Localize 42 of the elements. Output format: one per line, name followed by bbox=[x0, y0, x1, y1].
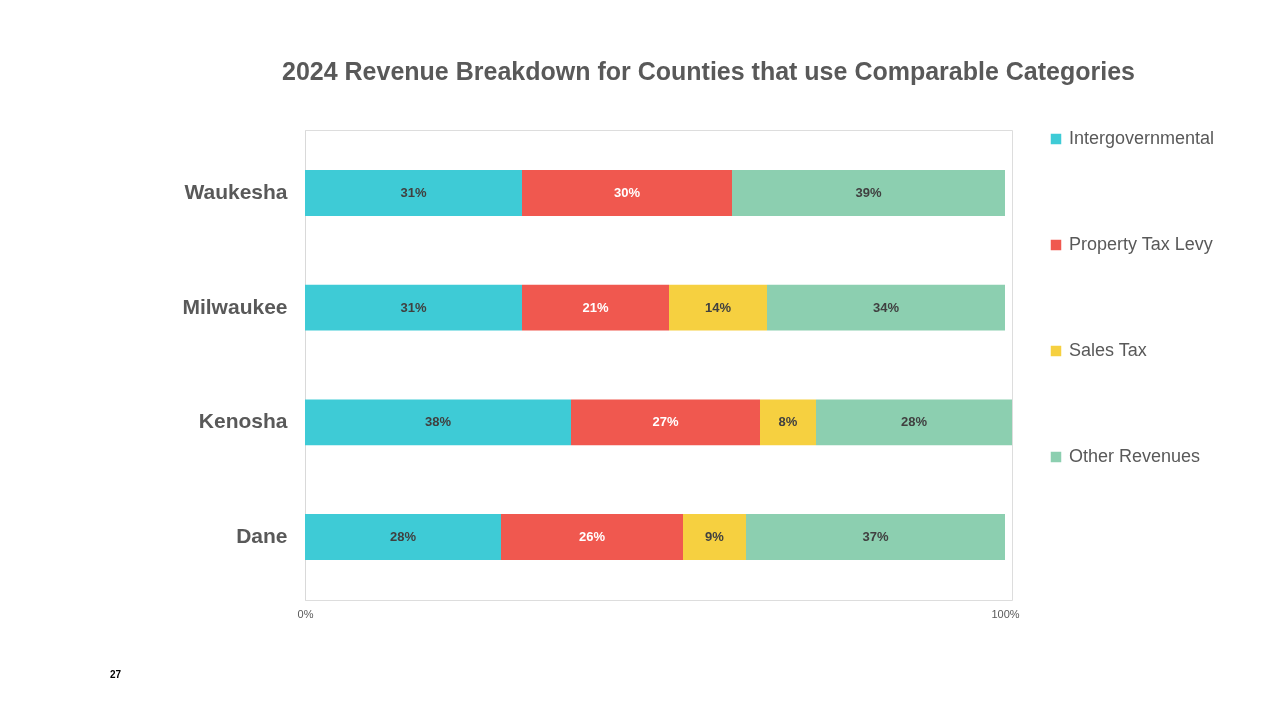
legend-label: Property Tax Levy bbox=[1069, 234, 1213, 254]
bar bbox=[732, 170, 1005, 216]
bar bbox=[305, 284, 522, 331]
bar bbox=[571, 399, 760, 446]
x-tick-label: 100% bbox=[991, 607, 1020, 620]
data-label: 21% bbox=[582, 299, 609, 315]
bar bbox=[669, 284, 767, 331]
text: 27 bbox=[110, 669, 122, 680]
y-tick-label: Milwaukee bbox=[182, 294, 288, 318]
data-label: 31% bbox=[400, 299, 427, 315]
data-label: 30% bbox=[613, 185, 641, 201]
legend-label: Intergovernmental bbox=[1069, 128, 1215, 148]
bar bbox=[501, 514, 683, 560]
data-label: 26% bbox=[578, 528, 606, 544]
legend-label: Other Revenues bbox=[1069, 446, 1201, 466]
bar bbox=[767, 284, 1005, 331]
data-label: 28% bbox=[389, 528, 417, 544]
bar bbox=[522, 284, 669, 331]
data-label: 37% bbox=[862, 528, 889, 544]
data-label: 27% bbox=[652, 414, 679, 430]
data-label: 28% bbox=[900, 414, 928, 430]
data-label: 9% bbox=[705, 528, 725, 544]
bar bbox=[305, 514, 501, 560]
bar bbox=[683, 514, 746, 560]
bar bbox=[746, 514, 1005, 560]
chart-title: 2024 Revenue Breakdown for Counties that use Comparable Categories bbox=[281, 57, 1136, 85]
bar bbox=[305, 170, 522, 216]
data-label: 38% bbox=[424, 414, 452, 430]
y-tick-label: Dane bbox=[236, 523, 288, 547]
data-label: 34% bbox=[872, 299, 900, 315]
bar bbox=[816, 399, 1012, 446]
data-label: 14% bbox=[704, 299, 732, 315]
y-tick-label: Waukesha bbox=[184, 180, 288, 204]
legend-label: Sales Tax bbox=[1069, 340, 1147, 360]
data-label: 31% bbox=[400, 185, 427, 201]
data-label: 39% bbox=[855, 185, 882, 201]
data-label: 8% bbox=[778, 414, 798, 430]
bar bbox=[305, 399, 571, 446]
y-tick-label: Kenosha bbox=[198, 409, 288, 433]
bar bbox=[760, 399, 816, 446]
bar bbox=[522, 170, 732, 216]
x-tick-label: 0% bbox=[297, 607, 314, 620]
